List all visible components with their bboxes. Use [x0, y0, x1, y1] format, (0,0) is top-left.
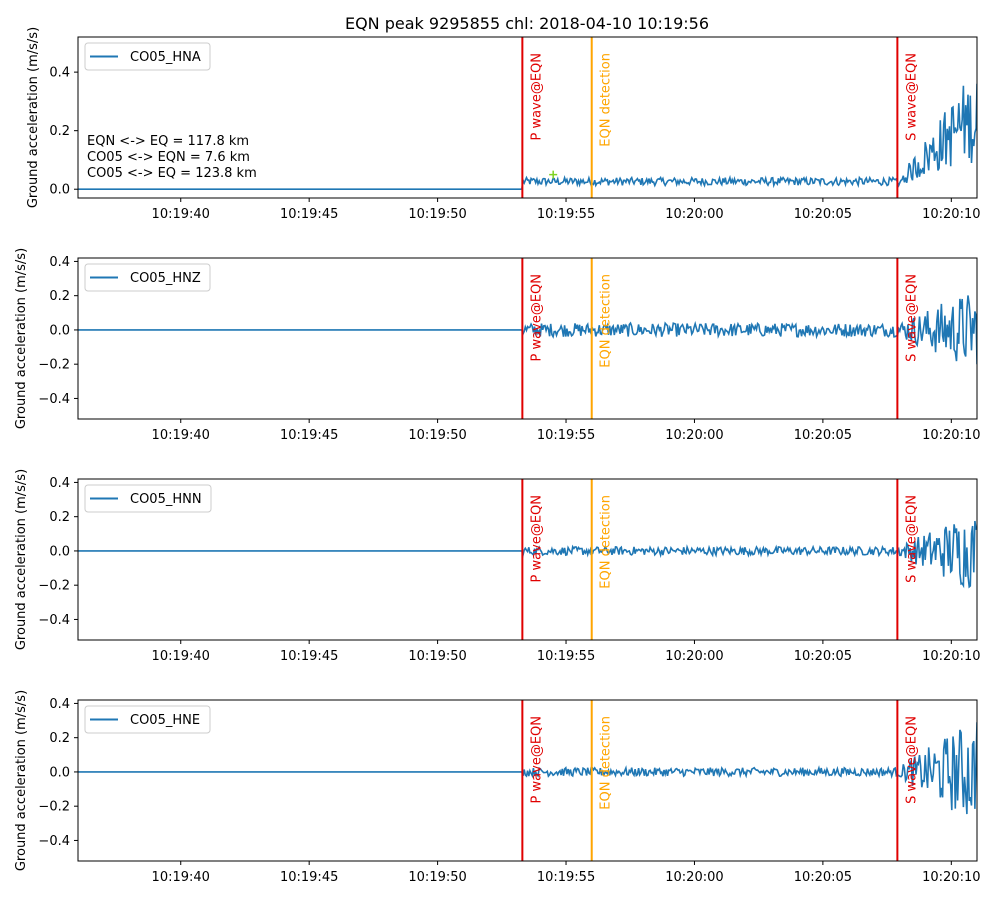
panel-2: P wave@EQN EQN detection S wave@EQN 10:19:4… — [14, 469, 981, 664]
x-tick-label: 10:20:05 — [794, 870, 852, 885]
y-tick-label: 0.4 — [49, 255, 70, 270]
vline-label-1: EQN detection — [599, 716, 614, 810]
legend-box — [84, 263, 211, 292]
y-axis-label: Ground acceleration (m/s/s) — [14, 690, 29, 871]
legend-box — [84, 705, 211, 734]
x-tick-label: 10:19:40 — [152, 870, 210, 885]
series-line-CO05_HNA — [78, 83, 977, 190]
x-tick-label: 10:19:45 — [280, 207, 338, 222]
legend-box — [84, 42, 211, 71]
figure-title: EQN peak 9295855 chl: 2018-04-10 10:19:5… — [345, 14, 709, 33]
x-tick-label: 10:19:50 — [408, 207, 466, 222]
x-tick-label: 10:20:10 — [922, 870, 980, 885]
y-tick-label: −0.4 — [38, 834, 70, 849]
panel-3: P wave@EQN EQN detection S wave@EQN 10:19:4… — [14, 690, 981, 885]
vline-label-1: EQN detection — [599, 495, 614, 589]
x-tick-label: 10:19:40 — [152, 207, 210, 222]
x-tick-label: 10:19:50 — [408, 649, 466, 664]
x-tick-label: 10:19:55 — [537, 649, 595, 664]
legend-label: CO05_HNZ — [130, 271, 201, 286]
x-tick-label: 10:20:05 — [794, 428, 852, 443]
vline-label-1: EQN detection — [599, 274, 614, 368]
vline-label-0: P wave@EQN — [529, 716, 544, 803]
x-tick-label: 10:19:50 — [408, 428, 466, 443]
distance-annotation: CO05 <-> EQ = 123.8 km — [87, 166, 257, 181]
x-tick-label: 10:20:00 — [665, 428, 723, 443]
y-tick-label: −0.4 — [38, 613, 70, 628]
vline-label-0: P wave@EQN — [529, 53, 544, 140]
x-tick-label: 10:20:00 — [665, 207, 723, 222]
x-tick-label: 10:19:45 — [280, 428, 338, 443]
legend-label: CO05_HNN — [130, 492, 202, 507]
legend: CO05_HNA — [84, 42, 211, 71]
y-tick-label: 0.0 — [49, 323, 70, 338]
x-tick-label: 10:20:05 — [794, 207, 852, 222]
axes-frame — [77, 478, 978, 641]
x-tick-label: 10:19:55 — [537, 870, 595, 885]
vline-label-2: S wave@EQN — [904, 716, 919, 804]
vline-label-2: S wave@EQN — [904, 53, 919, 141]
panel-1: P wave@EQN EQN detection S wave@EQN 10:19:4… — [14, 248, 981, 443]
x-tick-label: 10:20:00 — [665, 649, 723, 664]
y-axis-label: Ground acceleration (m/s/s) — [14, 469, 29, 650]
x-tick-label: 10:19:40 — [152, 428, 210, 443]
y-tick-label: 0.0 — [49, 544, 70, 559]
y-tick-label: 0.2 — [49, 510, 70, 525]
x-tick-label: 10:20:00 — [665, 870, 723, 885]
vline-label-2: S wave@EQN — [904, 495, 919, 583]
legend-label: CO05_HNE — [130, 713, 200, 728]
panel-0: P wave@EQN EQN detection S wave@EQN 10:19:4… — [26, 27, 981, 222]
x-tick-label: 10:19:45 — [280, 870, 338, 885]
y-tick-label: 0.0 — [49, 765, 70, 780]
x-tick-label: 10:20:10 — [922, 649, 980, 664]
y-tick-label: −0.2 — [38, 579, 70, 594]
series-line-CO05_HNN — [78, 520, 977, 589]
legend: CO05_HNE — [84, 705, 211, 734]
x-tick-label: 10:19:50 — [408, 870, 466, 885]
axes-frame — [77, 36, 978, 199]
x-tick-label: 10:19:55 — [537, 207, 595, 222]
axes-frame — [77, 257, 978, 420]
distance-annotation: EQN <-> EQ = 117.8 km — [87, 134, 249, 149]
y-tick-label: 0.2 — [49, 124, 70, 139]
y-tick-label: 0.0 — [49, 183, 70, 198]
vline-label-1: EQN detection — [599, 53, 614, 147]
x-tick-label: 10:19:40 — [152, 649, 210, 664]
y-tick-label: 0.2 — [49, 289, 70, 304]
x-tick-label: 10:20:05 — [794, 649, 852, 664]
pick-marker — [549, 170, 558, 179]
y-axis-label: Ground acceleration (m/s/s) — [26, 27, 41, 208]
x-tick-label: 10:20:10 — [922, 207, 980, 222]
y-tick-label: 0.4 — [49, 697, 70, 712]
vline-label-0: P wave@EQN — [529, 274, 544, 361]
y-tick-label: −0.4 — [38, 392, 70, 407]
y-axis-label: Ground acceleration (m/s/s) — [14, 248, 29, 429]
axes-frame — [77, 699, 978, 862]
x-tick-label: 10:19:45 — [280, 649, 338, 664]
y-tick-label: 0.4 — [49, 476, 70, 491]
y-tick-label: 0.4 — [49, 66, 70, 81]
legend: CO05_HNN — [84, 484, 212, 513]
y-tick-label: 0.2 — [49, 731, 70, 746]
x-tick-label: 10:20:10 — [922, 428, 980, 443]
y-tick-label: −0.2 — [38, 358, 70, 373]
legend-box — [84, 484, 212, 513]
x-tick-label: 10:19:55 — [537, 428, 595, 443]
series-line-CO05_HNZ — [78, 295, 977, 365]
distance-annotation: CO05 <-> EQN = 7.6 km — [87, 150, 250, 165]
y-tick-label: −0.2 — [38, 800, 70, 815]
legend-label: CO05_HNA — [130, 50, 201, 65]
vline-label-0: P wave@EQN — [529, 495, 544, 582]
legend: CO05_HNZ — [84, 263, 211, 292]
vline-label-2: S wave@EQN — [904, 274, 919, 362]
series-line-CO05_HNE — [78, 722, 977, 815]
